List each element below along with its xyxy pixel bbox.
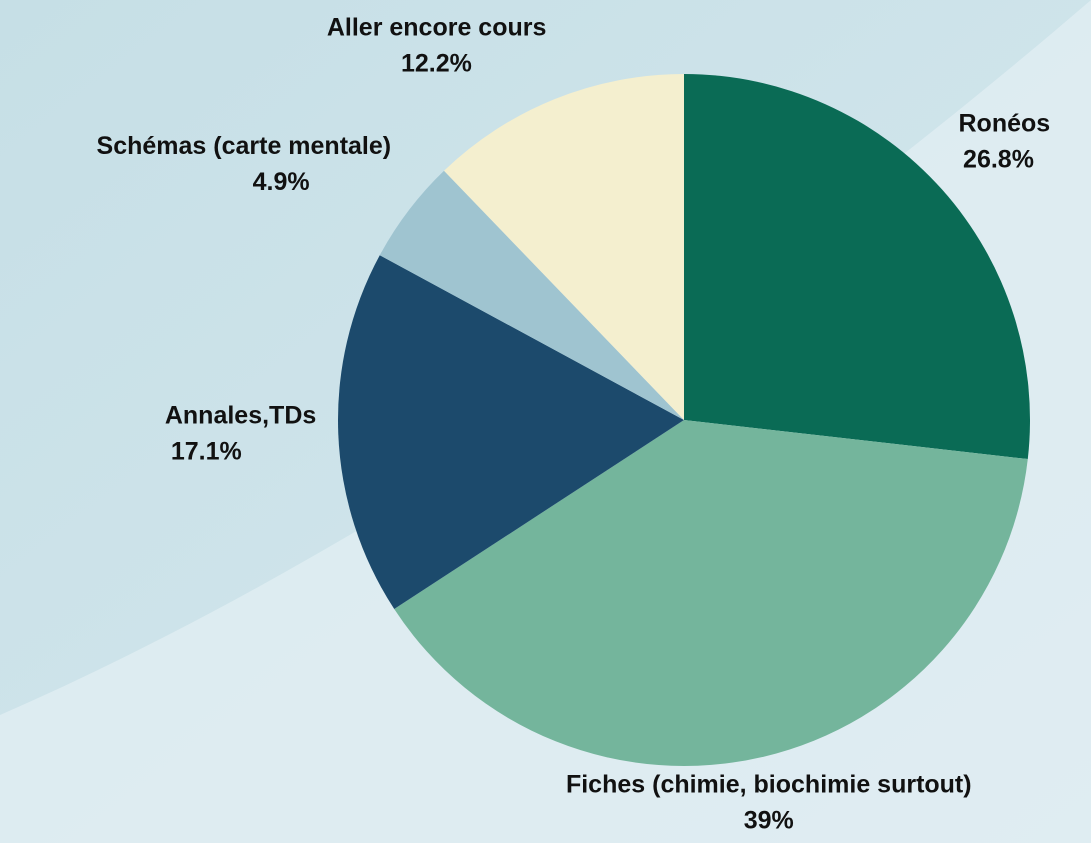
slice-value-label: 39%: [744, 807, 794, 835]
pie-slice: [379, 170, 684, 420]
pie-slice: [684, 74, 1030, 460]
slice-label: Fiches (chimie, biochimie surtout): [566, 771, 972, 799]
slice-value-label: 17.1%: [171, 438, 242, 466]
labels: Ronéos 26.8% Fiches (chimie, biochimie sur…: [97, 13, 1051, 834]
pie-slice: [443, 74, 684, 420]
slice-value-label: 4.9%: [253, 168, 310, 196]
pie-slice: [394, 420, 1028, 767]
slice-label: Ronéos: [959, 110, 1051, 138]
pie: [337, 74, 1030, 767]
slice-label: Aller encore cours: [327, 13, 547, 41]
pie-slice: [337, 255, 684, 610]
slice-label: Annales,TDs: [165, 402, 316, 430]
slice-label: Schémas (carte mentale): [97, 132, 392, 160]
slice-value-label: 12.2%: [401, 49, 472, 77]
slice-value-label: 26.8%: [963, 146, 1034, 174]
